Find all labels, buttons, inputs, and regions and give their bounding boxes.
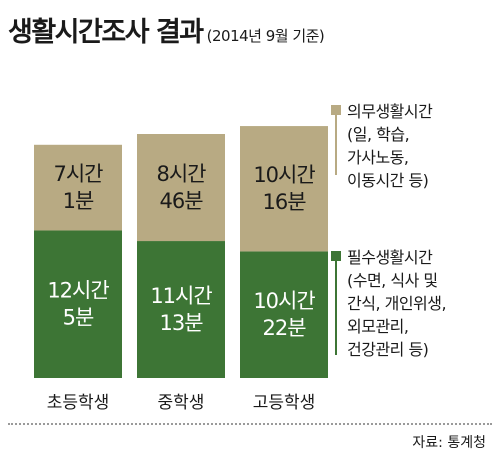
legend-obligatory-line-3: 이동시간 등) — [347, 171, 429, 190]
bar-necessary-3 — [240, 251, 328, 378]
bar-necessary-1 — [34, 230, 122, 378]
label-necessary-3-line-1: 10시간 — [253, 289, 315, 313]
legend-obligatory-line-2: 가사노동, — [347, 148, 409, 167]
bar-obligatory-2 — [137, 134, 225, 242]
label-obligatory-3-line-1: 10시간 — [253, 163, 315, 187]
legend-obligatory-title: 의무생활시간 — [347, 102, 433, 121]
label-obligatory-1-line-2: 1분 — [63, 189, 94, 213]
legend-obligatory: 의무생활시간 (일, 학습, 가사노동, 이동시간 등) — [347, 100, 433, 192]
legend-swatch-obligatory — [331, 105, 341, 115]
bar-obligatory-3 — [240, 126, 328, 252]
label-necessary-2-line-1: 11시간 — [150, 284, 212, 308]
category-label-2: 중학생 — [158, 393, 205, 413]
divider-line — [8, 423, 492, 425]
legend-necessary: 필수생활시간 (수면, 식사 및 간식, 개인위생, 외모관리, 건강관리 등) — [347, 246, 447, 361]
label-necessary-2-line-2: 13분 — [159, 311, 203, 335]
category-label-1: 초등학생 — [47, 393, 110, 413]
label-obligatory-2-line-1: 8시간 — [156, 162, 206, 186]
legend-necessary-line-1: (수면, 식사 및 — [347, 271, 438, 290]
chart-title-main: 생활시간조사 결과 — [8, 17, 204, 48]
source-note: 자료: 통계청 — [412, 435, 486, 451]
legend-necessary-title: 필수생활시간 — [347, 248, 433, 267]
legend-swatch-necessary — [331, 251, 341, 261]
label-necessary-1-line-2: 5분 — [63, 306, 94, 330]
legend-necessary-line-2: 간식, 개인위생, — [347, 294, 447, 313]
label-obligatory-2-line-2: 46분 — [159, 189, 203, 213]
category-label-3: 고등학생 — [253, 393, 316, 413]
bar-necessary-2 — [137, 241, 225, 378]
chart-title-sub: (2014년 9월 기준) — [206, 27, 325, 45]
legend-necessary-line-4: 건강관리 등) — [347, 340, 429, 359]
label-obligatory-3-line-2: 16분 — [262, 190, 306, 214]
label-necessary-3-line-2: 22분 — [262, 316, 306, 340]
legend-necessary-line-3: 외모관리, — [347, 317, 409, 336]
legend-obligatory-line-1: (일, 학습, — [347, 125, 410, 144]
chart-title: 생활시간조사 결과 (2014년 9월 기준) — [8, 10, 325, 49]
bar-obligatory-1 — [34, 144, 122, 231]
label-necessary-1-line-1: 12시간 — [47, 279, 109, 303]
label-obligatory-1-line-1: 7시간 — [53, 162, 103, 186]
